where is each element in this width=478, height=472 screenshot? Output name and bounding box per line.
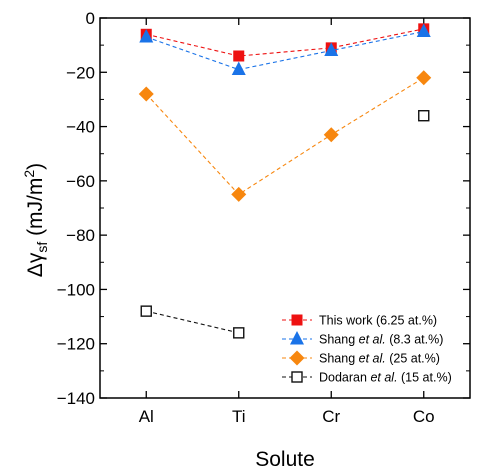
- data-point: [138, 86, 154, 102]
- data-point: [418, 110, 430, 122]
- y-tick-label: 0: [86, 9, 95, 28]
- legend-label-text: Shang: [319, 333, 359, 347]
- data-point: [140, 305, 152, 317]
- data-point: [139, 28, 154, 43]
- series-line: [146, 28, 424, 57]
- legend-label-suffix: (8.3 at.%): [386, 333, 444, 347]
- y-axis-title-unit-close: ): [24, 163, 47, 170]
- legend-label: Shang et al. (8.3 at.%): [319, 333, 443, 347]
- y-axis-title-symbol: Δγ: [24, 252, 47, 277]
- data-point: [416, 23, 431, 38]
- data-point: [231, 61, 246, 76]
- y-tick-label: −100: [57, 280, 95, 299]
- legend-label-italic: et al.: [370, 371, 397, 385]
- legend-label-suffix: (15 at.%): [398, 371, 452, 385]
- legend-marker: [291, 371, 303, 383]
- series-0: [140, 23, 430, 62]
- legend-marker: [290, 330, 304, 345]
- x-axis-title: Solute: [255, 448, 315, 471]
- legend-label: Shang et al. (25 at.%): [319, 352, 440, 366]
- legend: This work (6.25 at.%) Shang et al. (8.3 a…: [282, 314, 452, 385]
- data-point: [231, 186, 247, 202]
- series-layer: [138, 23, 432, 339]
- y-tick-label: −140: [57, 389, 95, 408]
- series-line: [146, 310, 239, 334]
- y-tick-label: −120: [57, 335, 95, 354]
- y-tick-label: −80: [66, 226, 95, 245]
- data-point: [233, 327, 245, 339]
- data-point: [416, 70, 432, 86]
- legend-marker: [289, 350, 305, 366]
- legend-label-text: This work (6.25 at.%): [319, 314, 437, 328]
- y-axis-title-subscript: sf: [34, 242, 50, 253]
- y-axis-title-unit: (mJ/m: [24, 178, 47, 242]
- legend-marker: [291, 314, 303, 326]
- legend-label: Dodaran et al. (15 at.%): [319, 371, 452, 385]
- series-3: [140, 110, 430, 339]
- legend-label-italic: et al.: [359, 352, 386, 366]
- y-axis-title: Δγsf (mJ/m2): [21, 163, 50, 277]
- legend-label-suffix: (25 at.%): [386, 352, 440, 366]
- x-tick-label: Cr: [322, 407, 340, 426]
- legend-label-text: Dodaran: [319, 371, 370, 385]
- y-axis: 0 −20 −40 −60 −80 −100 −120 −140: [57, 9, 470, 408]
- data-point: [324, 42, 339, 57]
- legend-label-text: Shang: [319, 352, 359, 366]
- series-2: [138, 70, 432, 202]
- y-axis-title-superscript: 2: [21, 170, 37, 178]
- y-tick-label: −40: [66, 118, 95, 137]
- legend-label: This work (6.25 at.%): [319, 314, 437, 328]
- data-point: [323, 127, 339, 143]
- y-tick-label: −20: [66, 63, 95, 82]
- data-point: [233, 50, 245, 62]
- series-1: [139, 23, 431, 76]
- series-line: [145, 77, 425, 196]
- x-tick-label: Ti: [232, 407, 246, 426]
- x-tick-label: Al: [139, 407, 154, 426]
- x-axis: Al Ti Cr Co: [139, 18, 435, 426]
- x-tick-label: Co: [413, 407, 435, 426]
- legend-label-italic: et al.: [359, 333, 386, 347]
- y-tick-label: −60: [66, 172, 95, 191]
- series-line: [146, 31, 424, 71]
